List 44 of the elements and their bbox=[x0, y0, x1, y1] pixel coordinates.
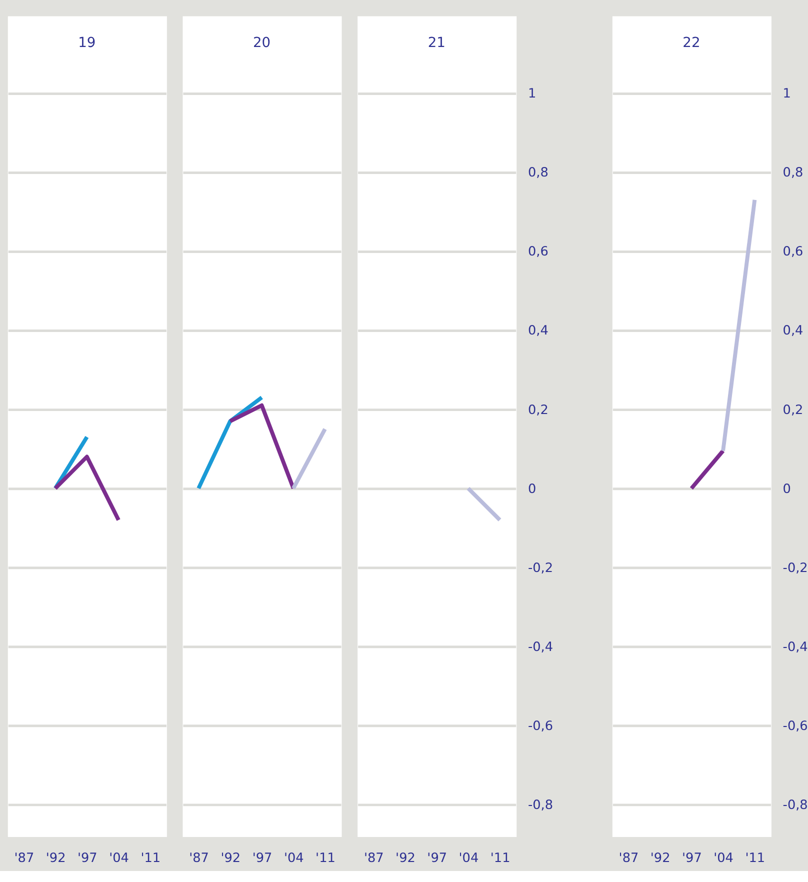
text: 22 bbox=[682, 34, 700, 51]
y-tick-label: -0,4 bbox=[782, 640, 808, 655]
y-tick-label: -0,6 bbox=[782, 718, 808, 734]
x-tick-label: '87 bbox=[14, 851, 34, 866]
y-tick-label: -0,8 bbox=[528, 798, 553, 813]
y-tick-label: 0,2 bbox=[528, 402, 548, 418]
text: 19 bbox=[78, 34, 96, 51]
x-tick-label: '04 bbox=[458, 851, 479, 866]
x-tick-label: '87 bbox=[189, 851, 209, 866]
x-tick-label: '11 bbox=[745, 851, 766, 866]
x-tick-label: '11 bbox=[490, 851, 510, 866]
y-tick-label: 1 bbox=[528, 86, 536, 102]
y-tick-label: 0,6 bbox=[782, 244, 804, 260]
x-tick-label: '04 bbox=[109, 851, 129, 866]
x-tick-label: '11 bbox=[140, 851, 161, 866]
y-tick-label: -0,2 bbox=[528, 560, 553, 576]
y-tick-label: 0 bbox=[782, 482, 791, 497]
text: 21 bbox=[428, 34, 446, 51]
y-tick-label: 0,2 bbox=[782, 402, 804, 418]
x-tick-label: '92 bbox=[650, 851, 670, 866]
x-tick-label: '11 bbox=[316, 851, 336, 866]
y-tick-label: 0,8 bbox=[528, 166, 548, 181]
x-tick-label: '97 bbox=[252, 851, 272, 866]
y-tick-label: 0,4 bbox=[528, 324, 548, 339]
x-tick-label: '87 bbox=[618, 851, 639, 866]
x-tick-label: '97 bbox=[77, 851, 98, 866]
y-tick-label: 1 bbox=[782, 86, 791, 102]
x-tick-label: '97 bbox=[427, 851, 448, 866]
x-tick-label: '92 bbox=[46, 851, 66, 866]
y-tick-label: 0,4 bbox=[782, 324, 804, 339]
x-tick-label: '92 bbox=[220, 851, 241, 866]
x-tick-label: '87 bbox=[364, 851, 384, 866]
x-tick-label: '92 bbox=[396, 851, 416, 866]
y-tick-label: -0,6 bbox=[528, 718, 553, 734]
y-tick-label: 0,8 bbox=[782, 166, 804, 181]
text: 20 bbox=[252, 34, 271, 51]
x-tick-label: '97 bbox=[682, 851, 702, 866]
y-tick-label: 0 bbox=[528, 482, 536, 497]
y-tick-label: 0,6 bbox=[528, 244, 548, 260]
x-tick-label: '04 bbox=[284, 851, 304, 866]
y-tick-label: -0,2 bbox=[782, 560, 808, 576]
y-tick-label: -0,8 bbox=[782, 798, 808, 813]
y-tick-label: -0,4 bbox=[528, 640, 553, 655]
x-tick-label: '04 bbox=[714, 851, 734, 866]
